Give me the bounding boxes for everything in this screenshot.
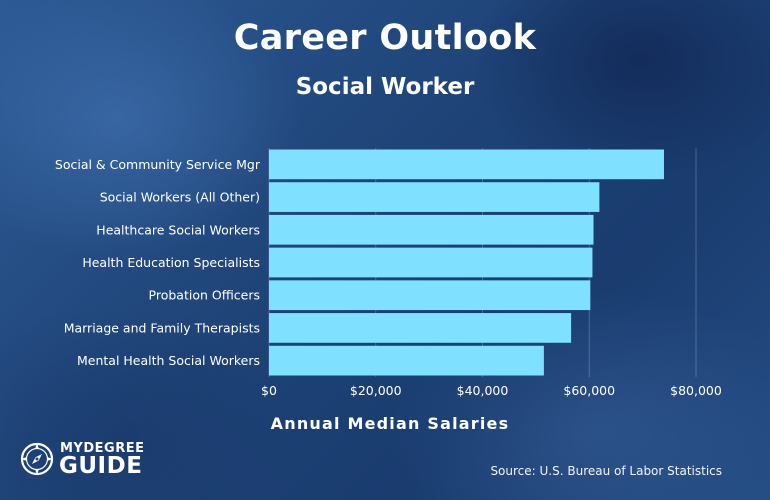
x-tick-label: $0: [261, 383, 277, 398]
bar: [269, 280, 591, 311]
logo-text-guide: GUIDE: [59, 453, 143, 479]
category-label: Social & Community Service Mgr: [55, 157, 261, 172]
x-axis-label: Annual Median Salaries: [270, 414, 510, 433]
logo-text-mydegree: MYDEGREE: [60, 441, 145, 456]
x-tick-label: $80,000: [670, 383, 722, 398]
category-label: Mental Health Social Workers: [77, 353, 260, 368]
bar: [269, 214, 594, 245]
x-tick-label: $60,000: [563, 383, 615, 398]
bar: [269, 313, 572, 343]
compass-icon: [20, 442, 54, 476]
category-label: Social Workers (All Other): [100, 190, 260, 205]
category-label: Healthcare Social Workers: [96, 222, 260, 237]
category-label: Marriage and Family Therapists: [64, 320, 260, 335]
x-tick-label: $40,000: [457, 383, 509, 398]
category-label: Probation Officers: [149, 288, 260, 303]
bar: [269, 149, 664, 180]
chart-title: Career Outlook: [233, 18, 537, 58]
bar: [269, 247, 593, 278]
mydegreeguide-logo[interactable]: MYDEGREE GUIDE: [20, 441, 190, 483]
source-note: Source: U.S. Bureau of Labor Statistics: [490, 464, 722, 478]
bar: [269, 182, 600, 212]
category-label: Health Education Specialists: [82, 255, 260, 270]
bar: [269, 345, 544, 376]
chart-subtitle: Social Worker: [295, 74, 475, 100]
x-tick-label: $20,000: [350, 383, 402, 398]
